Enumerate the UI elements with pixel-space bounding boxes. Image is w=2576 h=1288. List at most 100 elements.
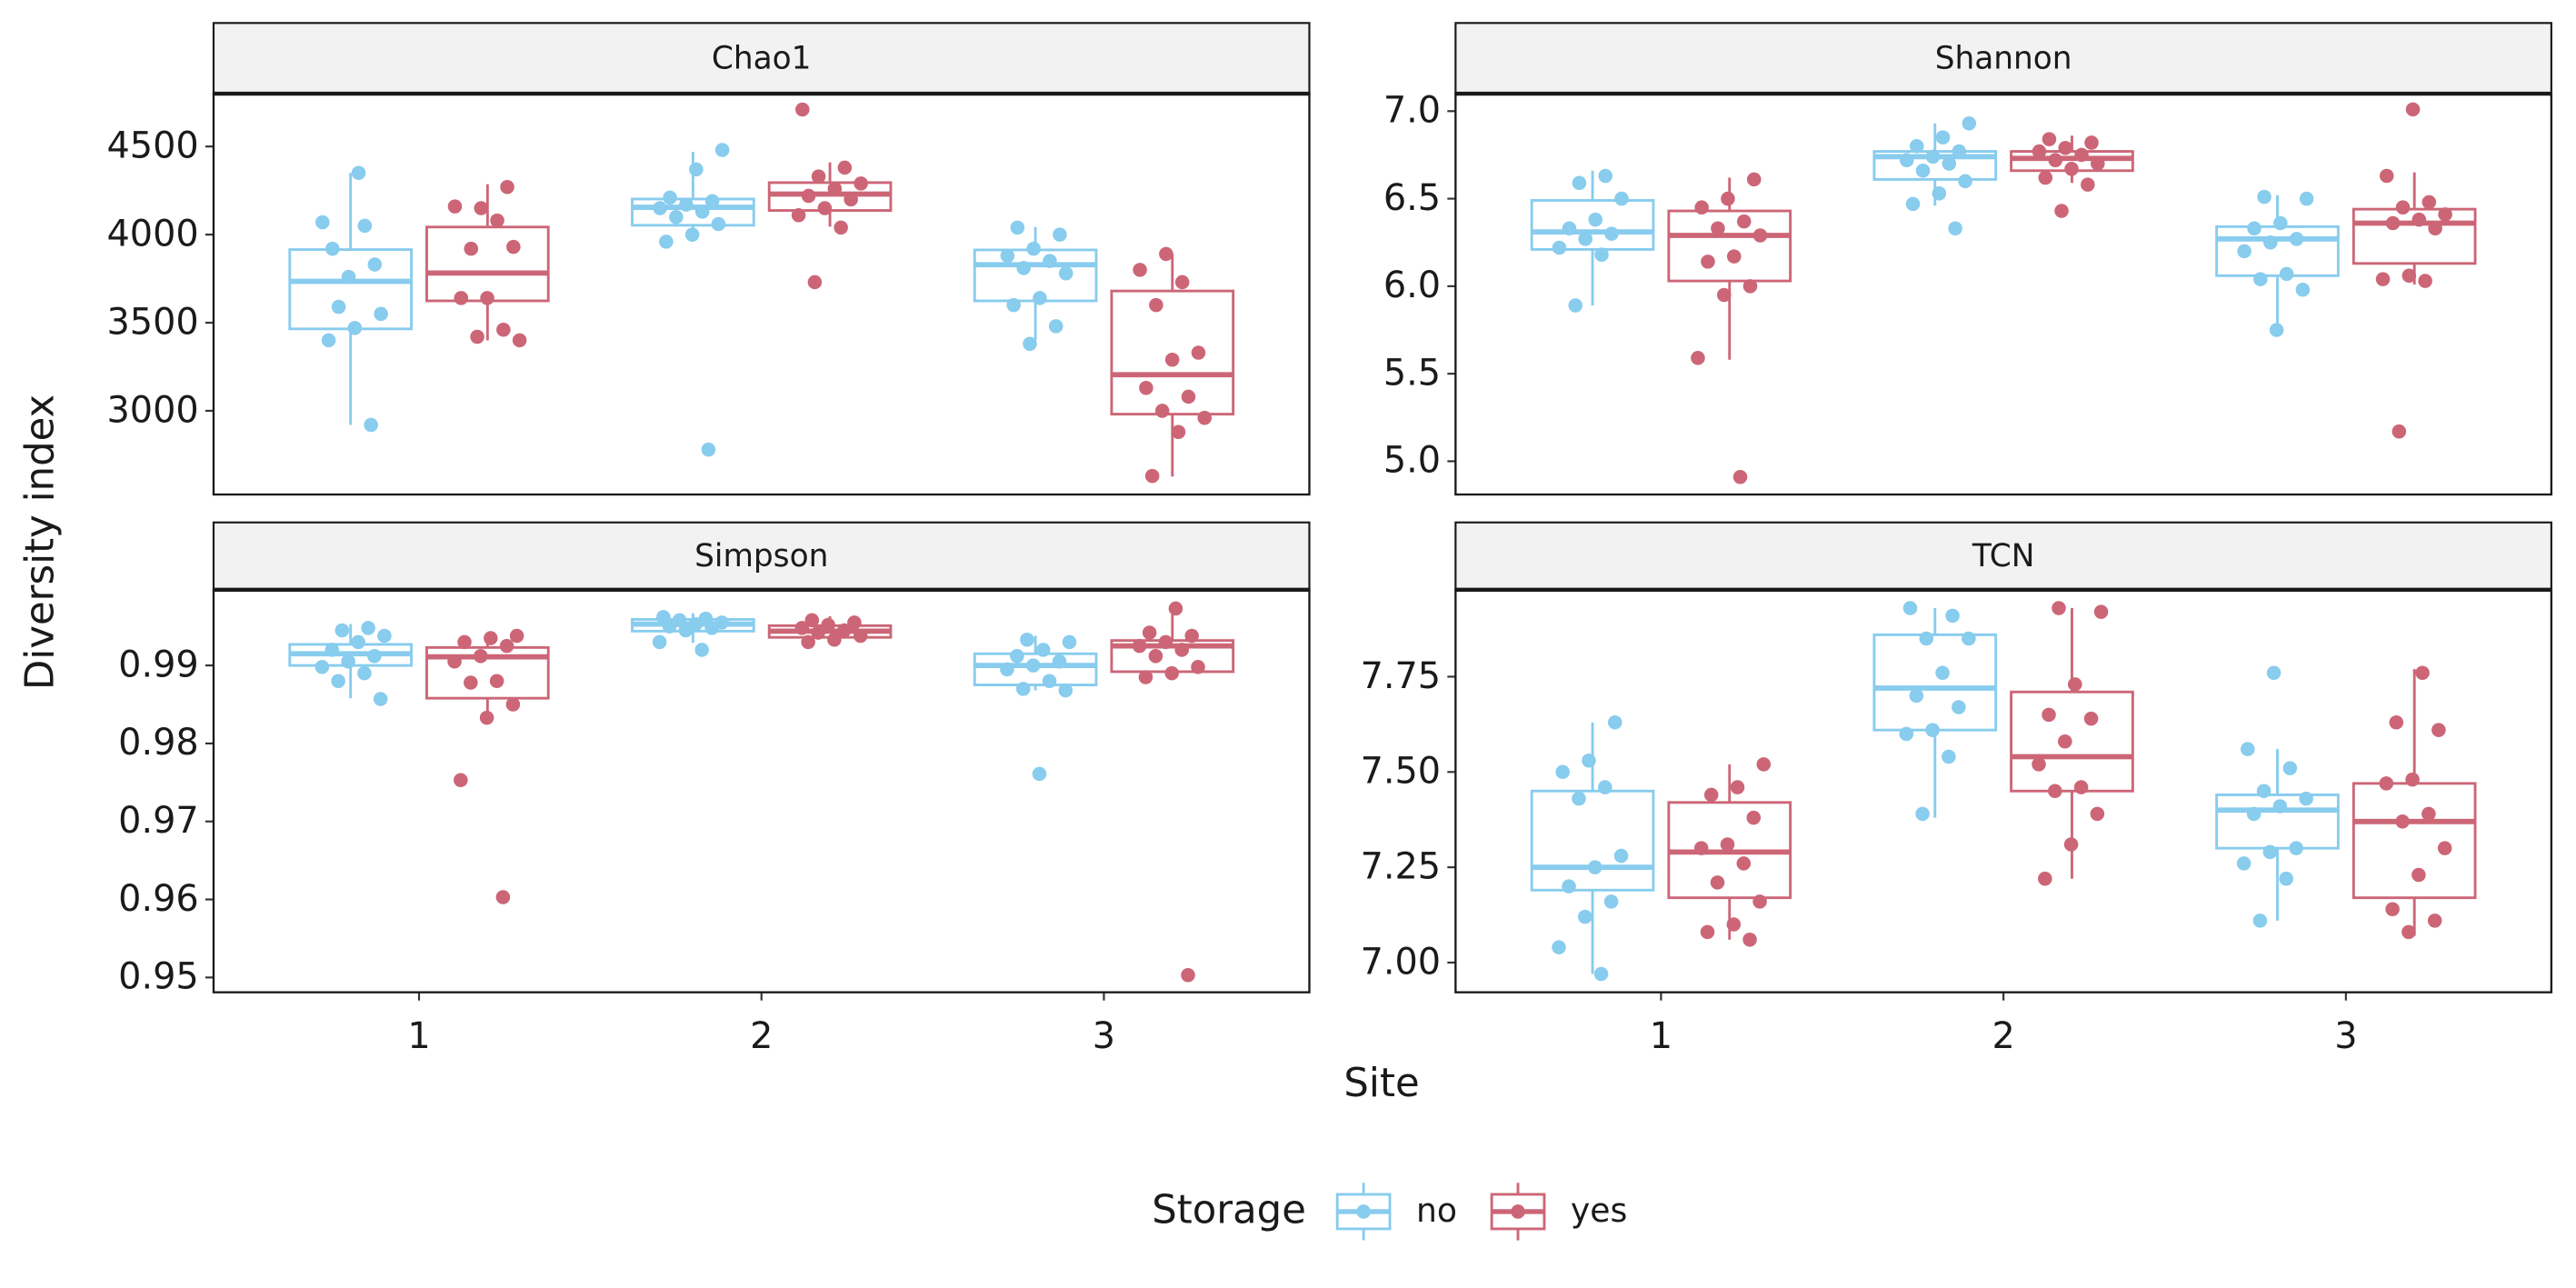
point: [2246, 806, 2261, 822]
point: [1919, 631, 1934, 646]
point: [2405, 772, 2420, 787]
point: [1694, 200, 1709, 215]
point: [1703, 787, 1719, 803]
point: [2032, 757, 2046, 772]
point: [804, 613, 820, 628]
point: [1033, 291, 1047, 305]
point: [373, 692, 388, 706]
point: [1555, 764, 1570, 780]
y-tick-label: 7.00: [1361, 941, 1442, 983]
point: [701, 442, 716, 457]
point: [484, 631, 498, 645]
point: [2042, 132, 2057, 146]
point: [2038, 170, 2053, 185]
point: [2256, 784, 2271, 799]
point: [669, 209, 684, 225]
point: [479, 710, 494, 725]
y-tick-label: 4000: [107, 213, 199, 255]
point: [854, 176, 868, 191]
point: [324, 643, 340, 657]
point: [801, 634, 815, 650]
legend-point: [1511, 1204, 1525, 1219]
point: [1132, 638, 1147, 654]
point: [1181, 968, 1195, 983]
point: [2084, 135, 2099, 150]
y-tick-label: 0.98: [118, 722, 199, 764]
point: [1138, 670, 1153, 684]
point: [1048, 319, 1063, 334]
point: [2379, 776, 2394, 791]
point: [1899, 726, 1914, 742]
point: [1905, 196, 1921, 212]
point: [474, 649, 488, 664]
point: [1915, 806, 1930, 822]
point: [1144, 468, 1160, 484]
point: [1588, 212, 1603, 227]
point: [1133, 263, 1147, 277]
point: [1915, 163, 1931, 178]
point: [1042, 674, 1057, 689]
point: [457, 634, 472, 650]
point: [499, 638, 514, 654]
point: [1006, 297, 1021, 313]
point: [679, 197, 694, 212]
point: [1568, 298, 1583, 313]
point: [2401, 268, 2417, 284]
point: [2048, 153, 2063, 167]
point: [1023, 336, 1037, 352]
point: [1053, 227, 1067, 242]
point: [2074, 147, 2089, 163]
point: [2083, 711, 2099, 726]
point: [2272, 799, 2288, 814]
point: [500, 179, 514, 195]
y-tick-label: 7.75: [1361, 655, 1442, 697]
point: [2389, 715, 2404, 730]
y-tick-label: 3000: [107, 389, 199, 431]
box-body: [1667, 209, 1792, 283]
point: [652, 634, 667, 650]
point: [1962, 631, 1976, 646]
legend-key: [1335, 1183, 1392, 1241]
point: [1043, 254, 1057, 268]
point: [2431, 723, 2446, 737]
point: [1062, 634, 1077, 650]
point: [1015, 682, 1031, 696]
point: [2411, 867, 2426, 883]
point: [821, 617, 835, 633]
point: [357, 218, 373, 234]
point: [1142, 625, 1157, 640]
point: [2266, 665, 2281, 681]
legend-point: [1356, 1204, 1371, 1219]
point: [1025, 658, 1041, 673]
point: [447, 199, 463, 214]
point: [837, 160, 853, 175]
point: [1932, 186, 1947, 201]
y-tick-label: 3500: [107, 301, 199, 343]
point: [2401, 924, 2416, 940]
point: [2058, 140, 2073, 155]
strip: [1454, 521, 2552, 591]
point: [454, 291, 469, 305]
point: [791, 208, 806, 223]
point: [1942, 749, 1956, 764]
point: [1902, 601, 1918, 615]
point: [2263, 235, 2278, 250]
point: [1149, 297, 1163, 313]
point: [2262, 844, 2278, 860]
point: [2064, 162, 2079, 176]
point: [495, 890, 511, 904]
point: [1691, 351, 1705, 365]
point: [1752, 228, 1768, 243]
strip-label: TCN: [1972, 538, 2035, 574]
point: [512, 333, 527, 348]
point: [2054, 204, 2069, 218]
point: [357, 665, 372, 681]
point: [807, 275, 823, 290]
legend-label: no: [1416, 1191, 1457, 1230]
point: [2236, 856, 2252, 871]
point: [1572, 175, 1587, 191]
point: [1572, 791, 1586, 806]
point: [1032, 766, 1047, 782]
x-tick-label: 2: [1992, 1015, 2014, 1057]
point: [659, 235, 674, 249]
